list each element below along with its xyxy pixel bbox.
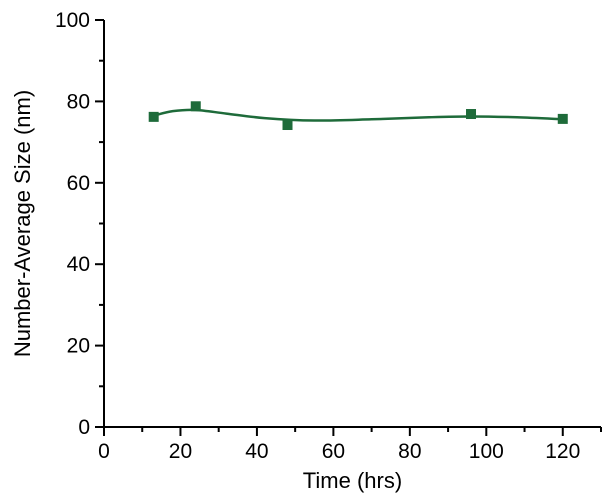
x-axis-title: Time (hrs) <box>303 468 402 493</box>
y-tick-label: 60 <box>67 172 90 195</box>
fit-curve <box>153 108 563 122</box>
data-point <box>190 101 201 112</box>
x-tick-label: 20 <box>169 440 192 463</box>
data-point <box>466 109 477 120</box>
x-tick-label: 0 <box>98 440 110 463</box>
x-tick-label: 40 <box>245 440 268 463</box>
y-tick-label: 40 <box>67 253 90 276</box>
y-tick-label: 0 <box>78 416 90 439</box>
y-tick-label: 100 <box>55 9 90 32</box>
data-markers <box>148 101 568 131</box>
y-tick-label: 80 <box>67 90 90 113</box>
tick-labels: 0 20 40 60 80 100 120 0 20 40 60 80 100 <box>55 9 580 463</box>
y-axis-title: Number-Average Size (nm) <box>10 90 35 357</box>
data-point <box>148 111 159 122</box>
x-tick-label: 100 <box>469 440 504 463</box>
axes <box>103 20 601 428</box>
x-tick-label: 60 <box>322 440 345 463</box>
y-tick-label: 20 <box>67 335 90 358</box>
x-tick-label: 120 <box>545 440 580 463</box>
x-tick-label: 80 <box>398 440 421 463</box>
data-point <box>557 113 568 124</box>
data-point <box>282 120 293 131</box>
ticks <box>95 19 602 436</box>
